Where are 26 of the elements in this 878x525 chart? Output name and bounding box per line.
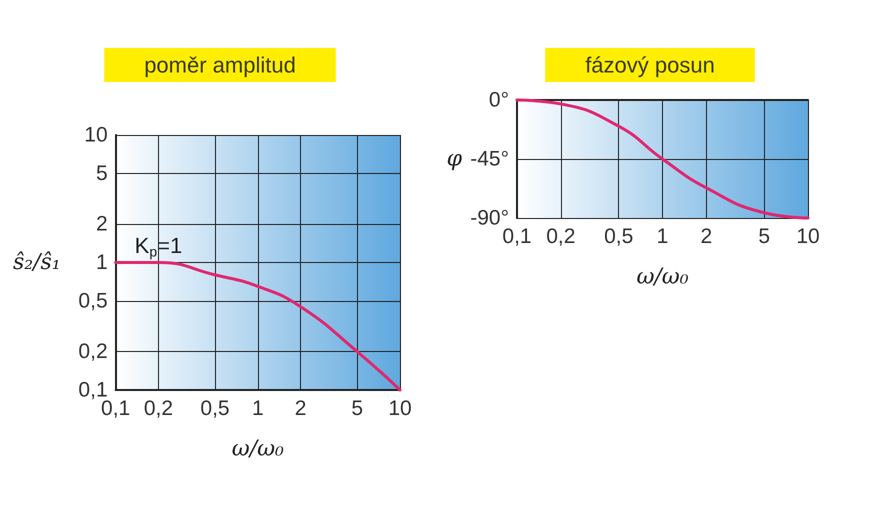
x-tick-label: 1: [656, 225, 668, 248]
y-tick-label: 0,5: [78, 289, 108, 312]
y-tick-label: 10: [84, 124, 108, 146]
x-tick-label: 10: [796, 225, 820, 248]
x-tick-label: 0,2: [546, 225, 576, 248]
x-tick-label: 5: [758, 225, 770, 248]
x-tick-label: 5: [351, 397, 364, 420]
x-tick-label: 0,5: [200, 397, 230, 420]
x-tick-label: 1: [252, 397, 264, 420]
y-tick-label: 1: [96, 251, 108, 274]
chart-title: fázový posun: [585, 52, 715, 78]
y-tick-label: 0,1: [78, 378, 108, 402]
x-tick-label: 10: [388, 397, 412, 420]
x-tick-label: 0,2: [144, 397, 174, 420]
y-tick-label: 0°: [488, 88, 509, 112]
x-tick-label: 2: [294, 397, 306, 420]
chart-title: poměr amplitud: [144, 52, 296, 78]
y-tick-label: 0,2: [78, 340, 108, 364]
x-axis-title: ω/ω₀: [636, 264, 689, 290]
y-axis-title: φ: [446, 146, 463, 172]
y-axis-title: ŝ₂/ŝ₁: [12, 250, 61, 275]
y-tick-label: 5: [96, 162, 108, 185]
x-axis-title: ω/ω₀: [232, 436, 284, 462]
x-tick-label: 2: [700, 225, 712, 248]
x-tick-label: 0,5: [604, 225, 634, 248]
y-tick-label: -45°: [470, 148, 509, 170]
